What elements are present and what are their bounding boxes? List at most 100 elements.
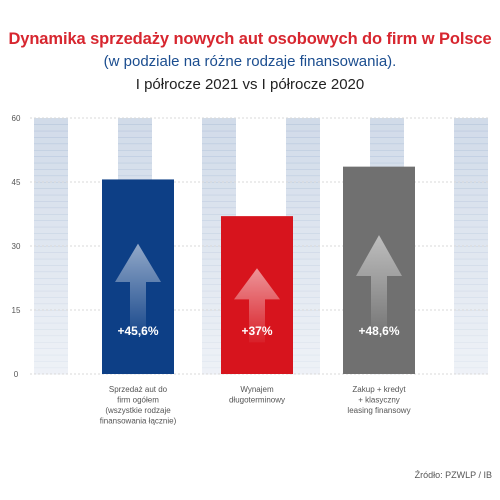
background-column-segment bbox=[454, 246, 488, 253]
background-column-segment bbox=[202, 130, 236, 138]
arrow-up-icon bbox=[115, 243, 161, 336]
background-column-segment bbox=[202, 335, 236, 343]
background-column-segment bbox=[202, 258, 236, 266]
background-column-segment bbox=[454, 348, 488, 356]
background-column-segment bbox=[286, 246, 320, 253]
background-column-segment bbox=[34, 278, 68, 285]
background-column-segment bbox=[202, 303, 236, 311]
background-column-segment bbox=[34, 290, 68, 298]
background-column-segment bbox=[34, 258, 68, 266]
background-column-segment bbox=[34, 214, 68, 221]
background-column-segment bbox=[202, 194, 236, 202]
background-column-segment bbox=[370, 130, 404, 138]
background-column-segment bbox=[202, 143, 236, 151]
y-tick-label: 60 bbox=[12, 114, 21, 123]
y-tick-label: 15 bbox=[12, 306, 21, 315]
background-column-segment bbox=[202, 348, 236, 356]
background-column-segment bbox=[286, 214, 320, 221]
background-column-segment bbox=[454, 367, 488, 375]
arrow-up-icon bbox=[356, 235, 402, 333]
background-column-segment bbox=[202, 297, 236, 305]
background-column-segment bbox=[34, 303, 68, 311]
background-column-segment bbox=[286, 150, 320, 157]
background-column-segment bbox=[202, 329, 236, 337]
background-column-segment bbox=[454, 303, 488, 311]
background-column-segment bbox=[34, 233, 68, 241]
background-column bbox=[202, 118, 236, 375]
background-column-segment bbox=[286, 156, 320, 164]
background-column-segment bbox=[34, 342, 68, 349]
background-column-segment bbox=[34, 252, 68, 260]
background-column-segment bbox=[454, 226, 488, 234]
background-column-segment bbox=[286, 310, 320, 317]
x-category-label: Wynajem długoterminowy bbox=[229, 385, 285, 405]
background-column-segment bbox=[118, 169, 152, 177]
background-column-segment bbox=[202, 290, 236, 298]
background-column-segment bbox=[202, 252, 236, 260]
background-column-segment bbox=[34, 156, 68, 164]
background-column-segment bbox=[286, 239, 320, 247]
data-label: +37% bbox=[241, 324, 272, 338]
background-column-segment bbox=[454, 284, 488, 292]
background-column-segment bbox=[286, 329, 320, 337]
data-label: +45,6% bbox=[117, 324, 158, 338]
background-column-segment bbox=[370, 150, 404, 157]
x-category-label-line: firm ogółem bbox=[117, 396, 159, 405]
background-column-segment bbox=[286, 322, 320, 330]
background-column-segment bbox=[454, 252, 488, 260]
background-column-segment bbox=[34, 175, 68, 183]
background-column-segment bbox=[34, 348, 68, 356]
background-column-segment bbox=[34, 130, 68, 138]
background-column-segment bbox=[454, 271, 488, 279]
background-column-segment bbox=[454, 290, 488, 298]
background-column bbox=[34, 118, 68, 375]
background-column-segment bbox=[454, 156, 488, 164]
background-column-segment bbox=[202, 207, 236, 215]
background-column-segment bbox=[286, 226, 320, 234]
x-category-label-line: Sprzedaż aut do bbox=[109, 385, 168, 394]
background-column-segment bbox=[454, 124, 488, 132]
background-column-segment bbox=[202, 214, 236, 221]
x-category-label-line: Zakup + kredyt bbox=[352, 385, 406, 394]
background-column-segment bbox=[34, 124, 68, 132]
background-column-segment bbox=[286, 182, 320, 189]
background-column-segment bbox=[34, 271, 68, 279]
background-column-segment bbox=[454, 201, 488, 209]
background-column-segment bbox=[454, 239, 488, 247]
background-column-segment bbox=[34, 194, 68, 202]
background-column-segment bbox=[286, 137, 320, 145]
background-column-segment bbox=[454, 342, 488, 349]
background-column-segment bbox=[202, 226, 236, 234]
background-column-segment bbox=[202, 182, 236, 189]
background-column-segment bbox=[454, 265, 488, 273]
x-category-label: Zakup + kredyt + klasyczny leasing finanso… bbox=[347, 385, 410, 415]
background-column-segment bbox=[286, 335, 320, 343]
background-column-segment bbox=[454, 310, 488, 317]
x-category-label-line: (wszystkie rodzaje bbox=[105, 406, 171, 415]
background-column-segment bbox=[118, 150, 152, 157]
background-column-segment bbox=[118, 137, 152, 145]
background-column-segment bbox=[454, 214, 488, 221]
y-tick-label: 30 bbox=[12, 242, 21, 251]
background-column-segment bbox=[118, 130, 152, 138]
background-column-segment bbox=[118, 143, 152, 151]
x-category-label-line: długoterminowy bbox=[229, 396, 285, 405]
background-column-segment bbox=[454, 316, 488, 324]
background-column-segment bbox=[202, 367, 236, 375]
background-column-segment bbox=[34, 284, 68, 292]
background-column-segment bbox=[34, 220, 68, 228]
background-column-segment bbox=[454, 258, 488, 266]
background-column-segment bbox=[202, 156, 236, 164]
background-column-segment bbox=[34, 367, 68, 375]
background-column-segment bbox=[202, 239, 236, 247]
x-category-label-line: + klasyczny bbox=[358, 396, 400, 405]
background-column-segment bbox=[370, 143, 404, 151]
background-column-segment bbox=[454, 278, 488, 285]
background-column-segment bbox=[454, 220, 488, 228]
background-column-segment bbox=[34, 297, 68, 305]
background-column-segment bbox=[34, 137, 68, 145]
background-column-segment bbox=[286, 143, 320, 151]
background-column-segment bbox=[202, 201, 236, 209]
data-label: +48,6% bbox=[358, 324, 399, 338]
